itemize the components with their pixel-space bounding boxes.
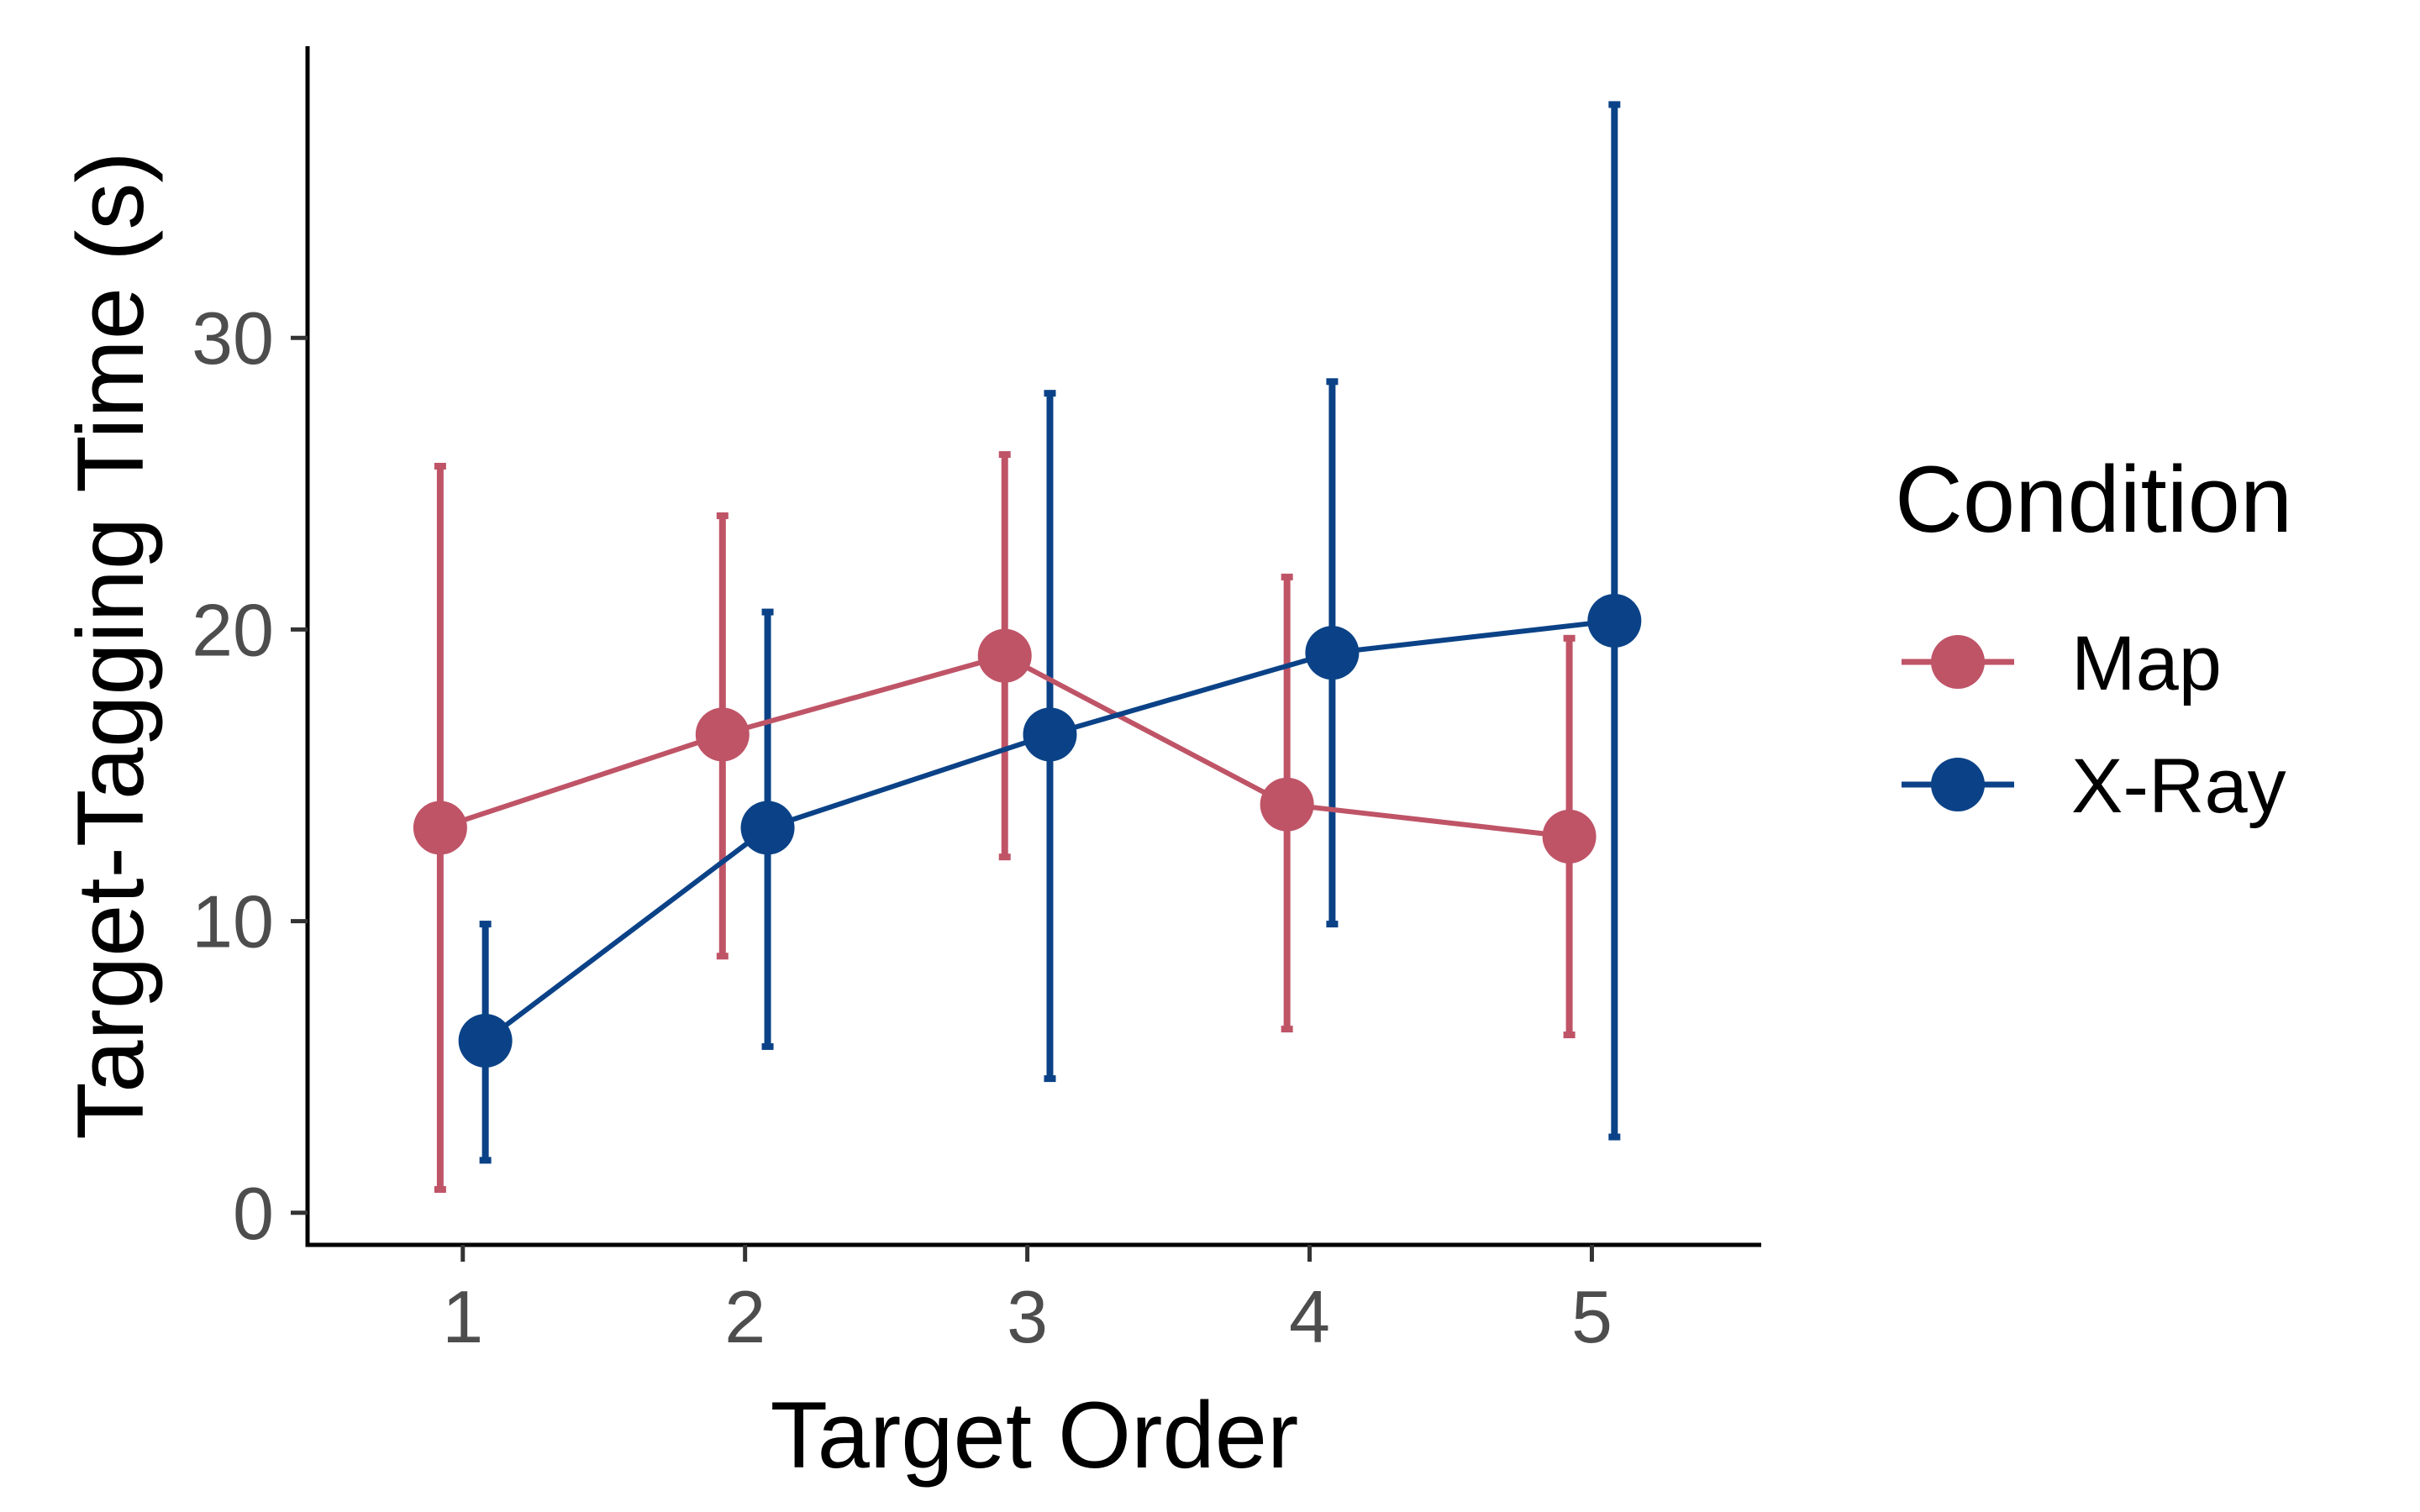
x-axis-title: Target Order — [771, 1383, 1299, 1488]
x-tick-label: 3 — [1007, 1275, 1048, 1358]
y-axis-title: Target-Tagging Time (s) — [58, 151, 163, 1139]
map-data-point — [977, 628, 1032, 683]
map-data-point — [695, 707, 750, 762]
x-tick-label: 4 — [1289, 1275, 1330, 1358]
map-data-point — [1542, 809, 1597, 864]
x-tick-label: 2 — [724, 1275, 765, 1358]
legend-label: Map — [2071, 621, 2222, 706]
y-tick-label: 10 — [192, 880, 274, 963]
legend-title: Condition — [1895, 447, 2292, 552]
x-axis-ticks: 1 2 3 4 5 — [442, 1245, 1612, 1358]
plot-area — [413, 101, 1642, 1194]
x-ray-data-point — [740, 801, 795, 855]
y-tick-label: 20 — [192, 588, 274, 671]
y-tick-label: 30 — [192, 297, 274, 380]
x-tick-label: 5 — [1571, 1275, 1612, 1358]
y-tick-label: 0 — [233, 1172, 274, 1255]
x-ray-data-point — [1587, 593, 1642, 648]
legend-key-point — [1931, 758, 1985, 811]
map-data-point — [1260, 777, 1314, 832]
x-ray-data-point — [1023, 707, 1077, 762]
legend-item-x-ray: X-Ray — [1902, 743, 2286, 829]
y-axis-ticks: 0 10 20 30 — [192, 297, 308, 1255]
legend-key-point — [1931, 635, 1985, 689]
x-ray-data-point — [458, 1013, 513, 1068]
legend-label: X-Ray — [2071, 743, 2286, 829]
map-data-point — [413, 801, 467, 855]
x-ray-data-point — [1305, 626, 1360, 680]
legend: Condition Map X-Ray — [1895, 447, 2292, 829]
x-tick-label: 1 — [442, 1275, 483, 1358]
legend-item-map: Map — [1902, 621, 2222, 706]
series-lines — [439, 618, 1615, 1043]
points — [413, 593, 1642, 1068]
